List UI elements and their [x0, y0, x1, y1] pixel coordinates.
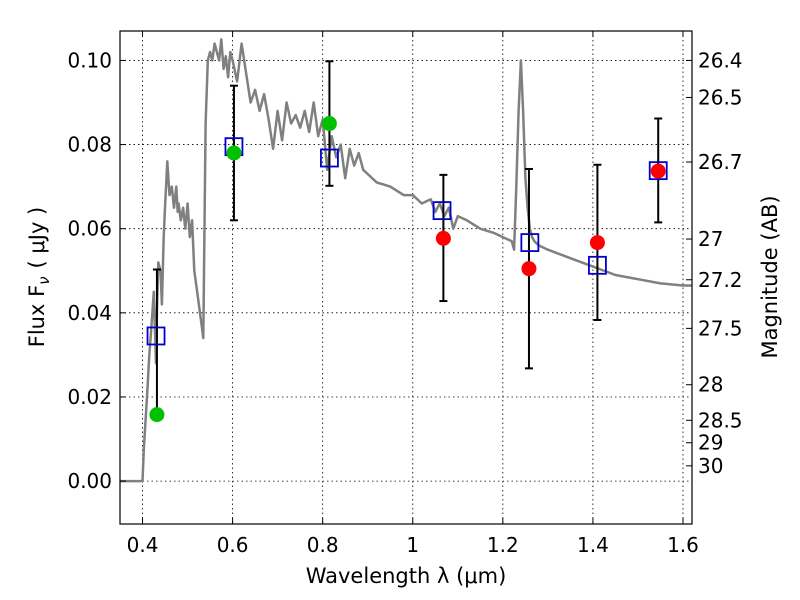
optical-data-point — [321, 116, 337, 132]
nir-data-point — [435, 230, 451, 246]
mag-tick-label: 30 — [698, 454, 723, 478]
mag-tick-label: 28 — [698, 373, 723, 397]
optical-data-point — [149, 407, 165, 423]
y-tick-label: 0.06 — [67, 217, 112, 241]
plot-area — [120, 38, 692, 483]
mag-tick-label: 28.5 — [698, 408, 743, 432]
axes: 0.4 0.6 0.8 1 1.2 1.4 1.6 0.00 0.02 0.04 0.06 0.08 0… — [67, 31, 743, 557]
nir-data-point — [589, 235, 605, 251]
mag-tick-label: 26.5 — [698, 85, 743, 109]
x-tick-label: 1.6 — [667, 533, 699, 557]
optical-data-point — [226, 145, 242, 161]
y-tick-label: 0.04 — [67, 301, 112, 325]
y2-axis-title: Magnitude (AB) — [758, 195, 782, 358]
y-tick-label: 0.10 — [67, 48, 112, 72]
y-axis-title: Flux Fν ( μJy ) — [25, 207, 53, 348]
model-photometry-square — [146, 326, 166, 346]
mag-tick-label: 29 — [698, 431, 723, 455]
grid — [120, 31, 692, 524]
model-photometry-square — [432, 201, 452, 221]
plot-frame — [119, 30, 693, 525]
x-axis-title: Wavelength λ (μm) — [306, 564, 507, 588]
model-photometry-square — [520, 233, 540, 252]
model-spectrum-line — [120, 38, 692, 483]
nir-data-point — [650, 163, 666, 179]
y-axis-title-unit: ( μJy ) — [25, 207, 49, 269]
mag-tick-label: 27 — [698, 227, 723, 251]
mag-tick-label: 26.4 — [698, 48, 743, 72]
y-axis-title-sub: ν — [35, 276, 53, 284]
x-tick-label: 0.4 — [127, 533, 159, 557]
model-photometry-square — [588, 255, 607, 275]
model-photometry-square — [648, 161, 668, 181]
model-photometry-square — [320, 148, 339, 168]
mag-tick-label: 27.5 — [698, 316, 743, 340]
y-tick-label: 0.00 — [67, 469, 112, 493]
x-tick-label: 1.4 — [577, 533, 609, 557]
mag-tick-label: 27.2 — [698, 268, 743, 292]
y-tick-label: 0.02 — [67, 385, 112, 409]
plot-content — [120, 38, 692, 483]
x-tick-label: 1.2 — [487, 533, 519, 557]
x-tick-label: 0.8 — [307, 533, 339, 557]
y-tick-label: 0.08 — [67, 133, 112, 157]
x-tick-label: 1 — [406, 533, 419, 557]
x-tick-label: 0.6 — [217, 533, 249, 557]
mag-tick-label: 26.7 — [698, 150, 743, 174]
nir-data-point — [521, 261, 537, 277]
y-axis-title-main: Flux F — [25, 285, 49, 347]
